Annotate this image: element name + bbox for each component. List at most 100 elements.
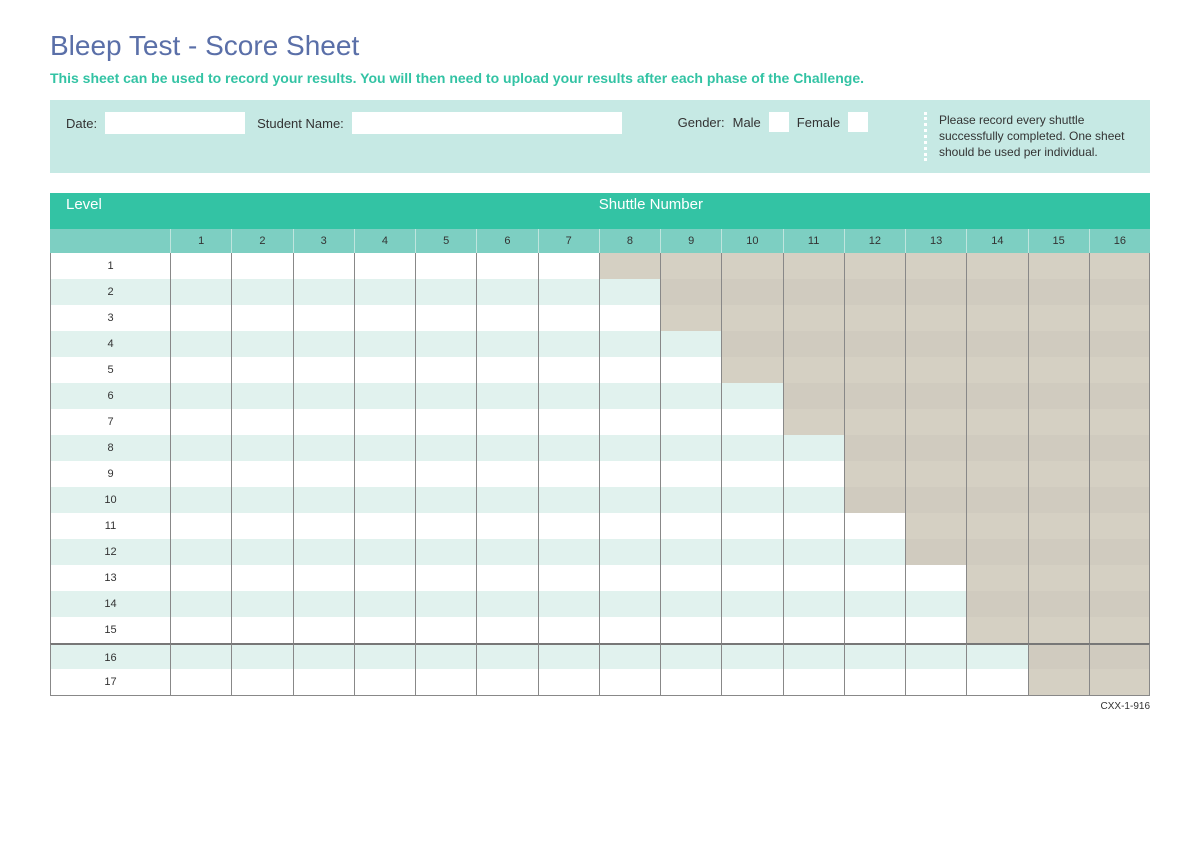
- shuttle-cell[interactable]: [599, 617, 660, 644]
- male-checkbox[interactable]: [769, 112, 789, 132]
- shuttle-cell[interactable]: [293, 305, 354, 332]
- shuttle-cell[interactable]: [721, 513, 782, 540]
- shuttle-cell[interactable]: [354, 513, 415, 540]
- shuttle-cell[interactable]: [476, 357, 537, 384]
- shuttle-cell[interactable]: [415, 435, 476, 462]
- shuttle-cell[interactable]: [170, 383, 231, 410]
- shuttle-cell[interactable]: [415, 669, 476, 696]
- shuttle-cell[interactable]: [354, 357, 415, 384]
- shuttle-cell[interactable]: [599, 305, 660, 332]
- shuttle-cell[interactable]: [844, 669, 905, 696]
- shuttle-cell[interactable]: [170, 487, 231, 514]
- shuttle-cell[interactable]: [538, 643, 599, 672]
- shuttle-cell[interactable]: [721, 669, 782, 696]
- shuttle-cell[interactable]: [660, 435, 721, 462]
- shuttle-cell[interactable]: [170, 617, 231, 644]
- shuttle-cell[interactable]: [783, 565, 844, 592]
- shuttle-cell[interactable]: [660, 331, 721, 358]
- shuttle-cell[interactable]: [354, 591, 415, 618]
- shuttle-cell[interactable]: [170, 565, 231, 592]
- shuttle-cell[interactable]: [905, 565, 966, 592]
- shuttle-cell[interactable]: [660, 591, 721, 618]
- shuttle-cell[interactable]: [293, 513, 354, 540]
- shuttle-cell[interactable]: [966, 669, 1027, 696]
- shuttle-cell[interactable]: [660, 357, 721, 384]
- shuttle-cell[interactable]: [783, 487, 844, 514]
- shuttle-cell[interactable]: [231, 591, 292, 618]
- shuttle-cell[interactable]: [231, 357, 292, 384]
- shuttle-cell[interactable]: [415, 487, 476, 514]
- shuttle-cell[interactable]: [354, 305, 415, 332]
- shuttle-cell[interactable]: [415, 591, 476, 618]
- shuttle-cell[interactable]: [354, 487, 415, 514]
- shuttle-cell[interactable]: [415, 331, 476, 358]
- shuttle-cell[interactable]: [783, 643, 844, 672]
- shuttle-cell[interactable]: [170, 539, 231, 566]
- shuttle-cell[interactable]: [660, 643, 721, 672]
- shuttle-cell[interactable]: [538, 435, 599, 462]
- shuttle-cell[interactable]: [231, 669, 292, 696]
- shuttle-cell[interactable]: [660, 409, 721, 436]
- shuttle-cell[interactable]: [476, 669, 537, 696]
- shuttle-cell[interactable]: [231, 305, 292, 332]
- shuttle-cell[interactable]: [415, 305, 476, 332]
- shuttle-cell[interactable]: [660, 383, 721, 410]
- shuttle-cell[interactable]: [354, 253, 415, 280]
- shuttle-cell[interactable]: [721, 383, 782, 410]
- shuttle-cell[interactable]: [354, 383, 415, 410]
- shuttle-cell[interactable]: [783, 617, 844, 644]
- shuttle-cell[interactable]: [660, 565, 721, 592]
- shuttle-cell[interactable]: [783, 591, 844, 618]
- shuttle-cell[interactable]: [538, 409, 599, 436]
- shuttle-cell[interactable]: [231, 253, 292, 280]
- shuttle-cell[interactable]: [538, 617, 599, 644]
- shuttle-cell[interactable]: [844, 565, 905, 592]
- shuttle-cell[interactable]: [660, 487, 721, 514]
- shuttle-cell[interactable]: [966, 643, 1027, 672]
- shuttle-cell[interactable]: [538, 539, 599, 566]
- shuttle-cell[interactable]: [721, 643, 782, 672]
- shuttle-cell[interactable]: [721, 617, 782, 644]
- shuttle-cell[interactable]: [293, 617, 354, 644]
- shuttle-cell[interactable]: [538, 331, 599, 358]
- shuttle-cell[interactable]: [721, 565, 782, 592]
- shuttle-cell[interactable]: [721, 539, 782, 566]
- shuttle-cell[interactable]: [293, 643, 354, 672]
- shuttle-cell[interactable]: [599, 279, 660, 306]
- shuttle-cell[interactable]: [231, 279, 292, 306]
- shuttle-cell[interactable]: [660, 513, 721, 540]
- shuttle-cell[interactable]: [354, 461, 415, 488]
- shuttle-cell[interactable]: [599, 539, 660, 566]
- shuttle-cell[interactable]: [415, 643, 476, 672]
- shuttle-cell[interactable]: [170, 435, 231, 462]
- shuttle-cell[interactable]: [844, 539, 905, 566]
- shuttle-cell[interactable]: [415, 513, 476, 540]
- shuttle-cell[interactable]: [170, 643, 231, 672]
- shuttle-cell[interactable]: [476, 487, 537, 514]
- shuttle-cell[interactable]: [354, 279, 415, 306]
- female-checkbox[interactable]: [848, 112, 868, 132]
- shuttle-cell[interactable]: [599, 435, 660, 462]
- shuttle-cell[interactable]: [170, 305, 231, 332]
- shuttle-cell[interactable]: [783, 461, 844, 488]
- shuttle-cell[interactable]: [293, 539, 354, 566]
- shuttle-cell[interactable]: [476, 461, 537, 488]
- shuttle-cell[interactable]: [844, 513, 905, 540]
- shuttle-cell[interactable]: [170, 461, 231, 488]
- shuttle-cell[interactable]: [660, 539, 721, 566]
- shuttle-cell[interactable]: [354, 331, 415, 358]
- shuttle-cell[interactable]: [476, 435, 537, 462]
- shuttle-cell[interactable]: [293, 487, 354, 514]
- shuttle-cell[interactable]: [415, 461, 476, 488]
- shuttle-cell[interactable]: [293, 435, 354, 462]
- shuttle-cell[interactable]: [415, 617, 476, 644]
- shuttle-cell[interactable]: [660, 669, 721, 696]
- shuttle-cell[interactable]: [538, 591, 599, 618]
- shuttle-cell[interactable]: [170, 357, 231, 384]
- shuttle-cell[interactable]: [476, 383, 537, 410]
- shuttle-cell[interactable]: [293, 331, 354, 358]
- shuttle-cell[interactable]: [538, 565, 599, 592]
- shuttle-cell[interactable]: [231, 461, 292, 488]
- shuttle-cell[interactable]: [476, 591, 537, 618]
- shuttle-cell[interactable]: [170, 669, 231, 696]
